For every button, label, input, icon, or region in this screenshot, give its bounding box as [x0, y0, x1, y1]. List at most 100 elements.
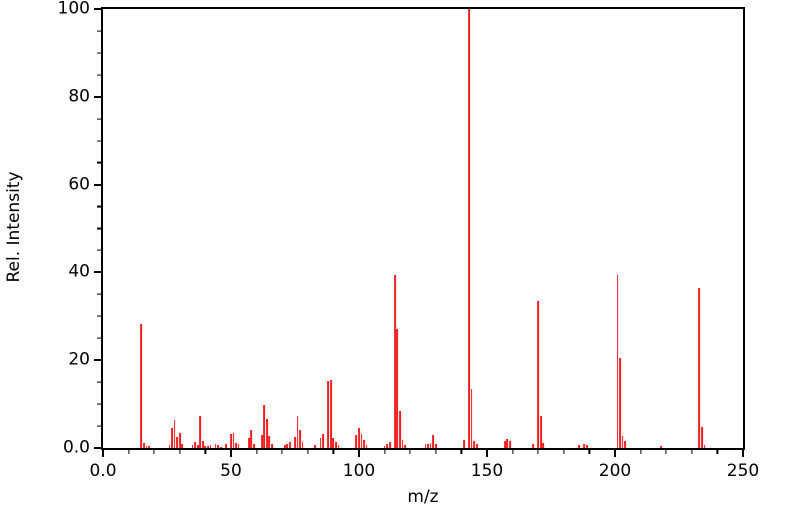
spectrum-peak-mz-71: [283, 445, 286, 448]
spectrum-peak-mz-129: [432, 434, 435, 448]
x-minor-tick-110: [384, 450, 386, 454]
x-major-tick-100: [358, 450, 360, 457]
spectrum-peak-mz-76: [296, 415, 299, 448]
x-minor-tick-10: [128, 450, 130, 454]
peaks-layer: [103, 9, 743, 448]
y-axis-title: Rel. Intensity: [4, 171, 24, 283]
spectrum-peak-mz-128: [429, 443, 432, 448]
spectrum-peak-mz-218: [660, 445, 662, 448]
spectrum-peak-mz-101: [360, 433, 363, 448]
spectrum-peak-mz-58: [250, 430, 253, 448]
y-minor-tick-15: [97, 381, 101, 383]
ticks-layer: 0.0 50 100 150 200 250 0.0 20 40 60 80 100: [58, 0, 760, 481]
spectrum-peak-mz-188: [583, 443, 586, 448]
spectrum-peak-mz-100: [358, 427, 360, 448]
spectrum-peak-mz-111: [386, 443, 389, 448]
y-tick-label-80: 80: [68, 86, 90, 107]
spectrum-peak-mz-72: [286, 444, 289, 448]
y-minor-tick-75: [97, 118, 101, 120]
y-minor-tick-25: [97, 337, 101, 339]
spectrum-peak-mz-112: [388, 442, 391, 448]
y-major-tick-60: [94, 183, 101, 186]
spectrum-peak-mz-201: [616, 275, 619, 448]
y-minor-tick-65: [97, 162, 101, 164]
spectrum-peak-mz-73: [288, 441, 291, 448]
spectrum-peak-mz-83: [314, 445, 317, 448]
spectrum-peak-mz-28: [173, 420, 176, 448]
spectrum-peak-mz-64: [265, 419, 268, 448]
spectrum-peak-mz-52: [235, 443, 238, 448]
spectrum-peak-mz-235: [703, 445, 706, 448]
spectrum-peak-mz-130: [434, 443, 437, 448]
spectrum-peak-mz-144: [470, 388, 473, 448]
spectrum-peak-mz-39: [201, 441, 204, 448]
x-minor-tick-210: [640, 450, 642, 454]
x-minor-tick-190: [588, 450, 590, 454]
spectrum-peak-mz-88: [327, 381, 330, 448]
spectrum-peak-mz-186: [578, 444, 581, 448]
spectrum-peak-mz-89: [329, 379, 332, 448]
spectrum-peak-mz-62: [260, 435, 263, 448]
spectrum-peak-mz-171: [539, 415, 542, 448]
spectrum-peak-mz-234: [701, 426, 703, 448]
x-major-tick-50: [230, 450, 232, 457]
x-tick-label-0: 0.0: [89, 461, 117, 481]
spectrum-peak-mz-27: [171, 427, 174, 448]
x-minor-tick-240: [716, 450, 718, 454]
spectrum-peak-mz-77: [299, 429, 302, 448]
spectrum-peak-mz-17: [145, 446, 148, 448]
x-tick-label-50: 50: [220, 461, 242, 481]
spectrum-peak-mz-63: [263, 404, 266, 448]
x-minor-tick-160: [512, 450, 514, 454]
spectrum-peak-mz-51: [232, 433, 235, 448]
y-minor-tick-35: [97, 293, 101, 295]
spectrum-peak-mz-50: [230, 433, 232, 448]
x-tick-label-200: 200: [598, 461, 632, 481]
x-minor-tick-70: [281, 450, 283, 454]
x-tick-label-250: 250: [726, 461, 760, 481]
spectrum-peak-mz-42: [209, 445, 212, 448]
spectrum-peak-mz-53: [237, 444, 240, 448]
spectrum-peak-mz-115: [396, 329, 399, 448]
x-minor-tick-80: [307, 450, 309, 454]
x-minor-tick-90: [332, 450, 334, 454]
spectrum-peak-mz-233: [698, 288, 701, 448]
spectrum-peak-mz-117: [401, 439, 404, 448]
spectrum-peak-mz-45: [217, 445, 220, 448]
spectrum-peak-mz-15: [140, 324, 143, 448]
spectrum-peak-mz-102: [363, 440, 366, 448]
spectrum-peak-mz-126: [424, 444, 427, 448]
spectrum-peak-mz-158: [506, 438, 509, 448]
spectrum-peak-mz-159: [509, 441, 511, 448]
y-minor-tick-10: [97, 403, 101, 405]
x-major-tick-150: [486, 450, 488, 457]
plot-area: 0.0 50 100 150 200 250 0.0 20 40 60 80 100: [58, 0, 760, 481]
spectrum-peak-mz-16: [143, 443, 145, 448]
y-minor-tick-50: [97, 227, 101, 230]
spectrum-peak-mz-143: [468, 9, 470, 448]
x-minor-tick-20: [153, 450, 155, 454]
spectrum-peak-mz-203: [621, 435, 624, 448]
spectrum-peak-mz-92: [337, 445, 340, 448]
y-major-tick-40: [94, 271, 101, 274]
spectrum-peak-mz-18: [148, 445, 150, 448]
y-minor-tick-90: [97, 52, 101, 54]
y-minor-tick-5: [97, 425, 101, 427]
y-tick-label-20: 20: [68, 349, 90, 370]
y-major-tick-20: [94, 359, 101, 362]
spectrum-peak-mz-41: [207, 445, 209, 448]
x-major-tick-0: [102, 450, 104, 457]
y-minor-tick-95: [97, 30, 101, 32]
spectrum-peak-mz-44: [214, 444, 217, 448]
x-minor-tick-230: [691, 450, 693, 454]
spectrum-peak-mz-145: [473, 441, 476, 448]
y-minor-tick-45: [97, 249, 101, 252]
spectrum-peak-mz-86: [322, 433, 325, 448]
spectrum-peak-mz-75: [294, 437, 296, 448]
x-minor-tick-180: [563, 450, 565, 454]
spectrum-peak-mz-114: [393, 275, 396, 448]
y-tick-label-60: 60: [68, 174, 90, 195]
y-tick-label-40: 40: [68, 261, 90, 282]
spectrum-peak-mz-38: [199, 416, 202, 448]
